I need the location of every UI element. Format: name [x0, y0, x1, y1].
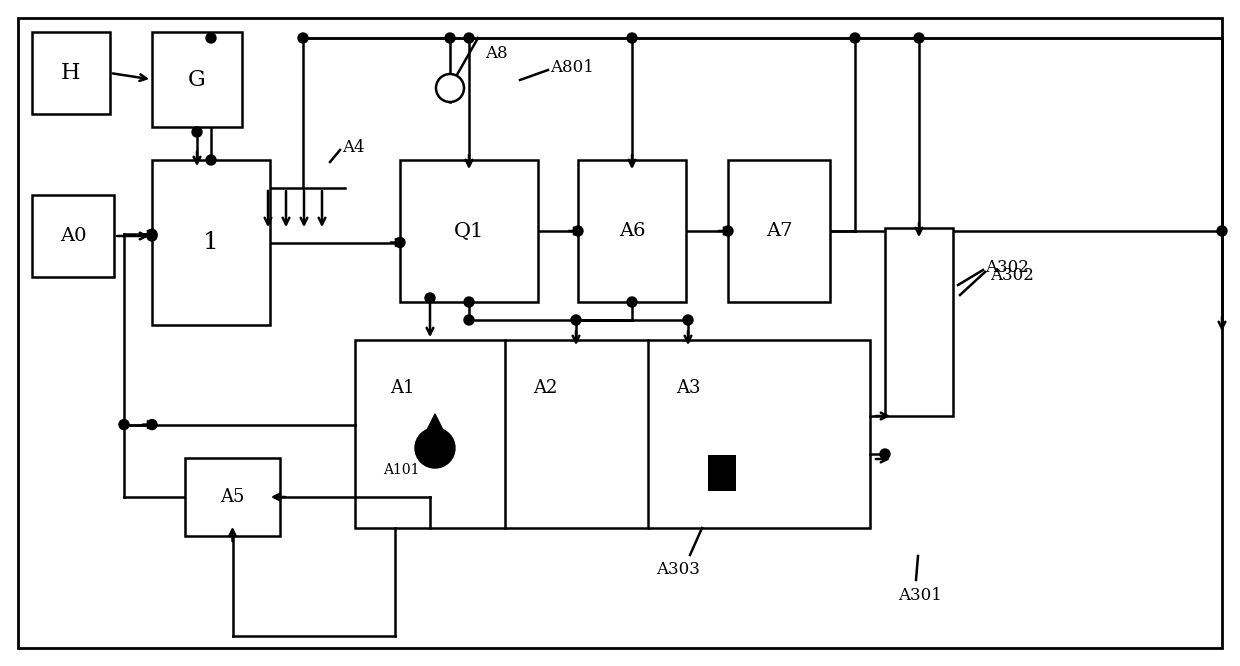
Text: A302: A302	[990, 266, 1034, 284]
Circle shape	[425, 293, 435, 303]
Text: A303: A303	[656, 561, 699, 579]
Text: A302: A302	[985, 260, 1029, 276]
Bar	[185, 458, 280, 536]
Circle shape	[445, 33, 455, 43]
Text: H: H	[61, 62, 81, 84]
Text: 1: 1	[203, 231, 219, 254]
Bar	[401, 160, 538, 302]
Text: A3: A3	[676, 379, 701, 397]
Circle shape	[1216, 226, 1228, 236]
Circle shape	[723, 226, 733, 236]
Bar	[728, 160, 830, 302]
Circle shape	[148, 231, 157, 241]
Text: A301: A301	[898, 587, 942, 603]
Bar	[885, 228, 954, 416]
Text: A1: A1	[391, 379, 414, 397]
Circle shape	[436, 74, 464, 102]
Circle shape	[298, 33, 308, 43]
Circle shape	[206, 155, 216, 165]
Bar	[355, 340, 870, 528]
Circle shape	[415, 428, 455, 468]
Circle shape	[570, 315, 582, 325]
Text: G: G	[188, 69, 206, 91]
Bar	[578, 160, 686, 302]
Bar	[708, 455, 737, 491]
Circle shape	[849, 33, 861, 43]
Text: A801: A801	[551, 59, 594, 77]
Text: A101: A101	[383, 463, 419, 477]
Text: A6: A6	[619, 222, 645, 240]
Circle shape	[148, 420, 157, 430]
Circle shape	[119, 420, 129, 430]
Text: A7: A7	[766, 222, 792, 240]
Circle shape	[464, 33, 474, 43]
Circle shape	[206, 33, 216, 43]
Bar	[32, 32, 110, 114]
Text: Q1: Q1	[454, 222, 484, 240]
Bar	[153, 160, 270, 325]
Text: A2: A2	[533, 379, 557, 397]
Bar	[153, 32, 242, 127]
Polygon shape	[427, 414, 443, 430]
Circle shape	[464, 315, 474, 325]
Circle shape	[396, 238, 405, 248]
Circle shape	[880, 449, 890, 459]
Circle shape	[627, 33, 637, 43]
Circle shape	[192, 127, 202, 137]
Text: A8: A8	[485, 45, 507, 61]
Text: A0: A0	[60, 227, 87, 245]
Circle shape	[148, 229, 157, 239]
Circle shape	[627, 297, 637, 307]
Circle shape	[573, 226, 583, 236]
Bar	[32, 195, 114, 277]
Text: A5: A5	[221, 488, 244, 506]
Circle shape	[914, 33, 924, 43]
Circle shape	[464, 297, 474, 307]
Circle shape	[683, 315, 693, 325]
Text: A4: A4	[342, 139, 365, 157]
